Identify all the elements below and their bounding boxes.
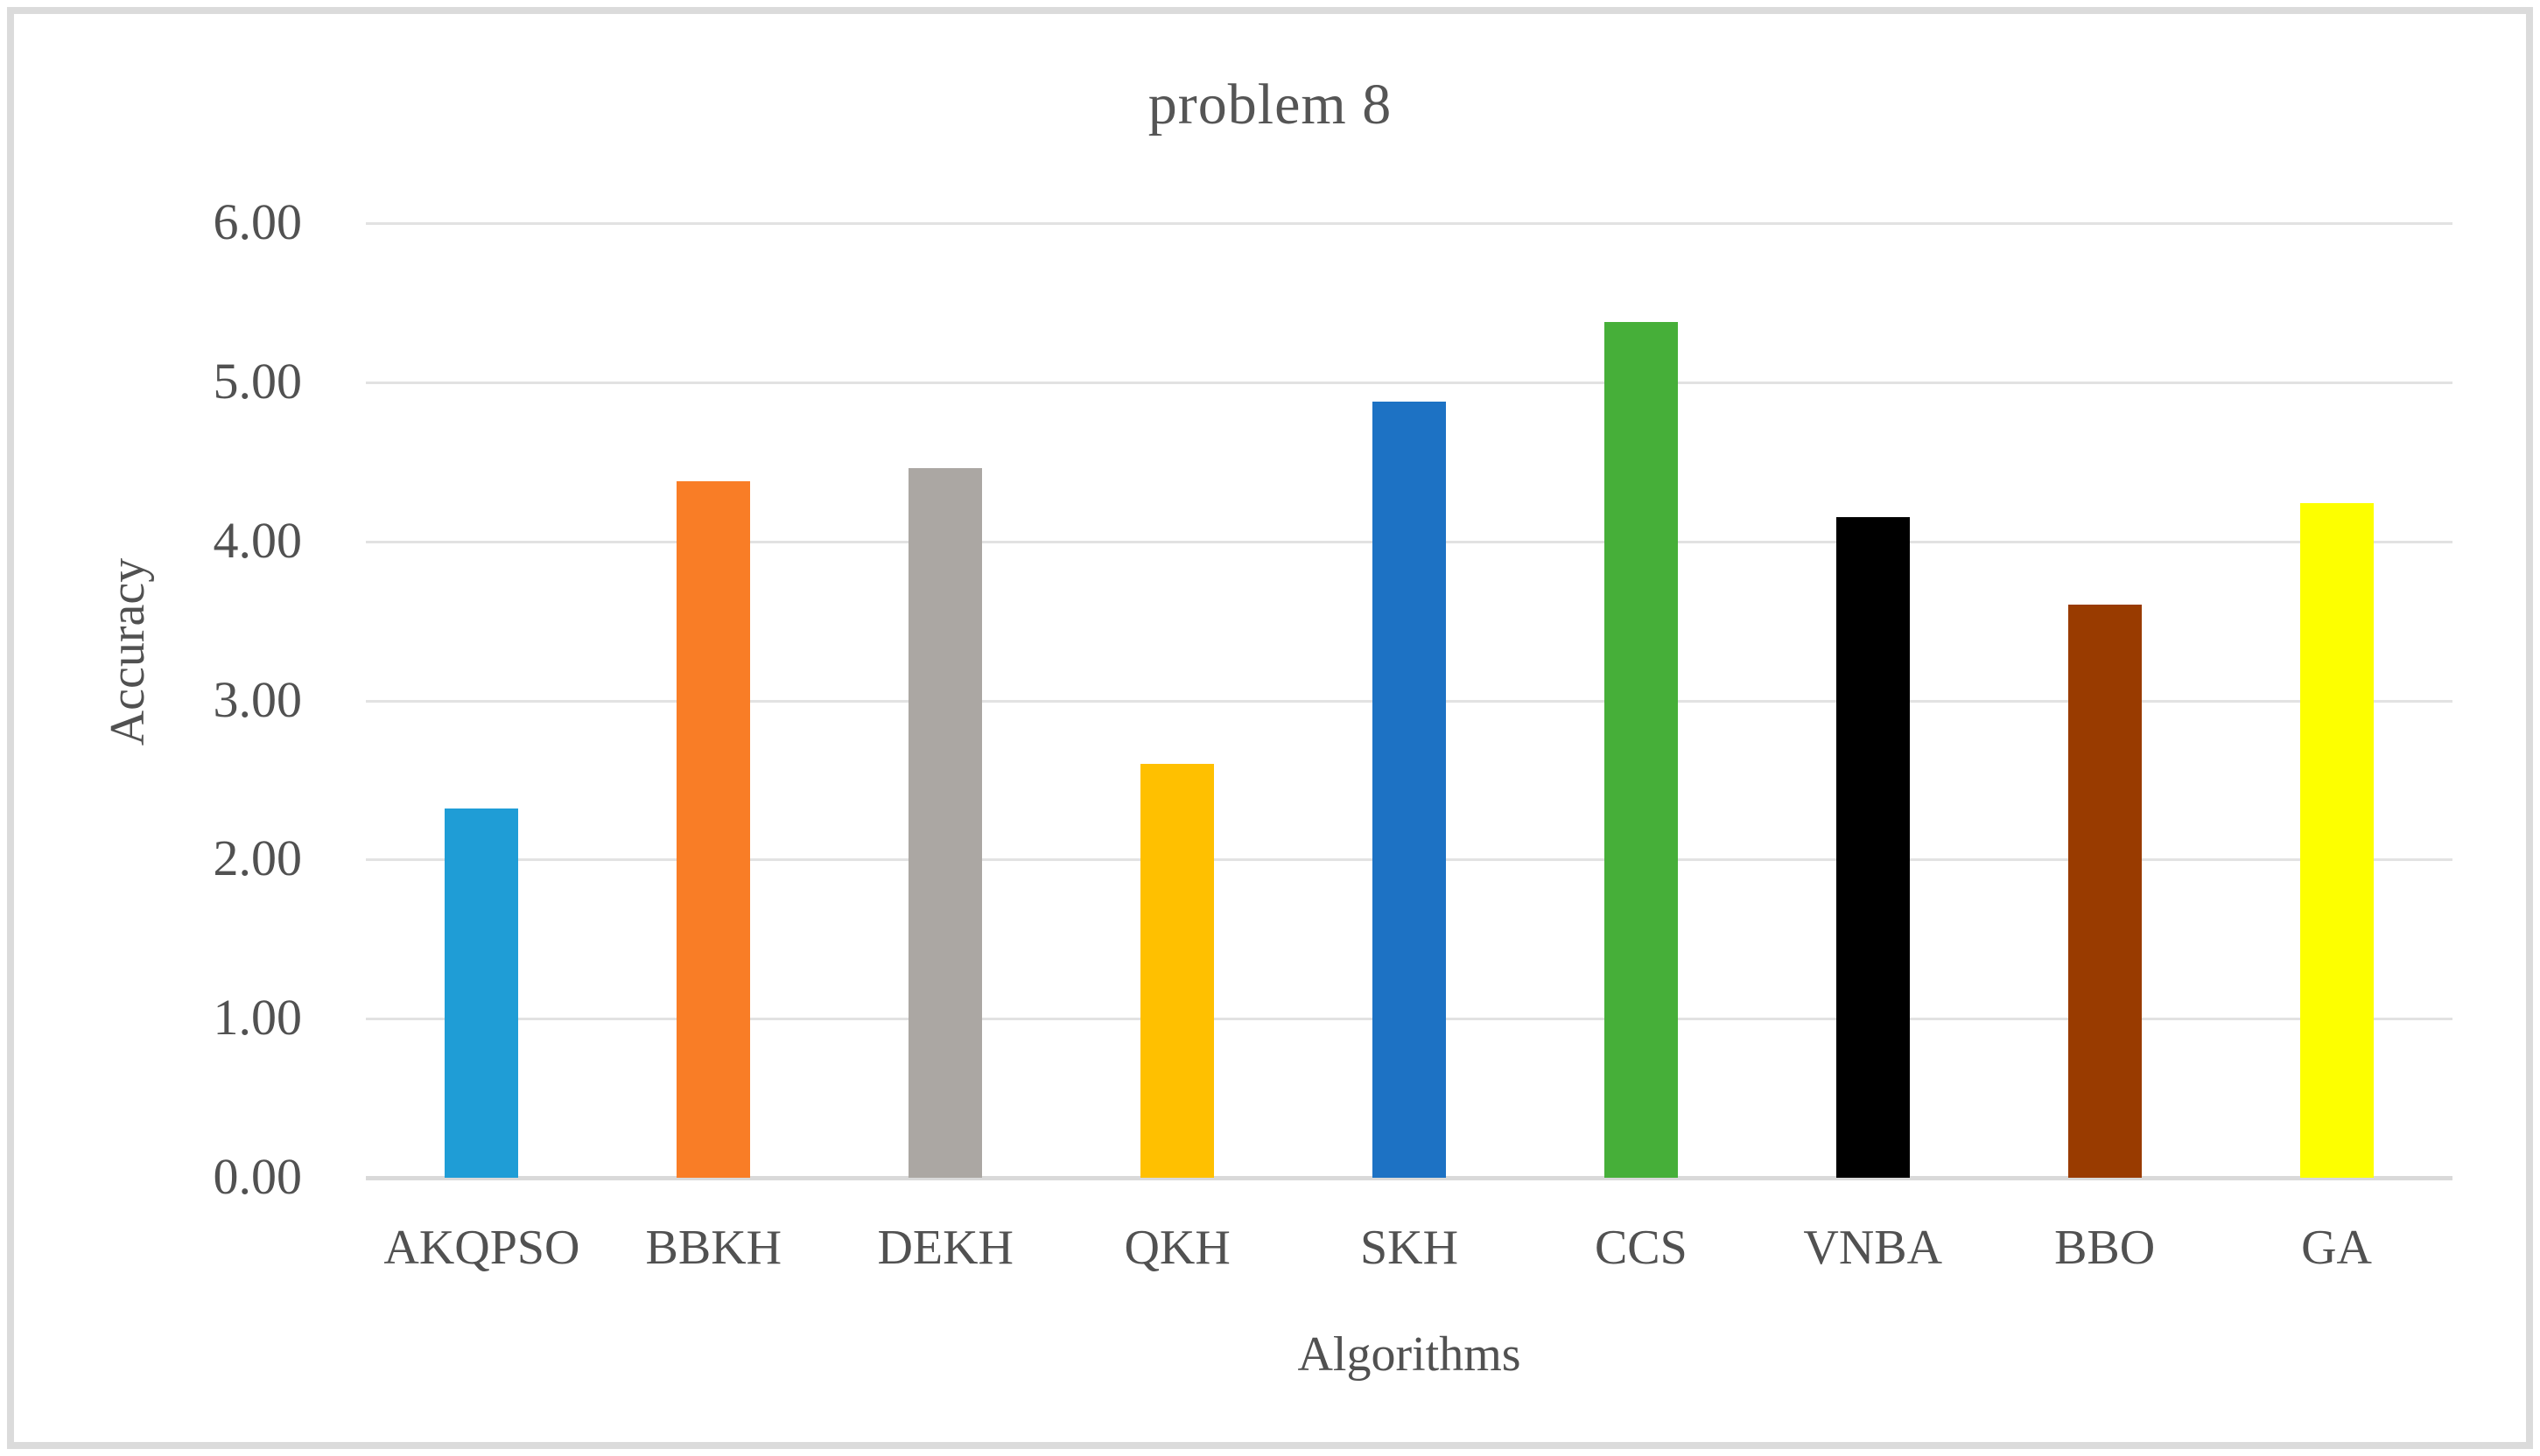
x-tick-label-bbo: BBO [2054,1221,2156,1275]
bar-ga [2299,503,2374,1178]
x-tick-label-skh: SKH [1359,1221,1459,1275]
bar-skh [1372,401,1446,1178]
y-tick-label-6.00: 6.00 [213,193,303,250]
gridline [366,222,2452,225]
bar-bbo [2067,605,2142,1178]
y-tick-label-1.00: 1.00 [213,989,303,1046]
chart-title: problem 8 [1147,73,1393,136]
x-tick-label-bbkh: BBKH [645,1221,782,1275]
y-tick-label-3.00: 3.00 [213,670,303,728]
bar-vnba [1835,517,1910,1178]
bar-akqpso [445,808,519,1178]
x-tick-label-qkh: QKH [1124,1221,1231,1275]
x-tick-label-dekh: DEKH [877,1221,1014,1275]
gridline [366,381,2452,384]
plot-area [366,222,2452,1180]
x-tick-label-ga: GA [2301,1221,2372,1275]
bar-qkh [1140,764,1215,1178]
bar-dekh [909,468,983,1178]
x-axis-line [366,1176,2452,1180]
x-tick-label-ccs: CCS [1594,1221,1687,1275]
x-axis-title: Algorithms [1297,1327,1521,1382]
y-tick-label-0.00: 0.00 [213,1148,303,1205]
bar-ccs [1603,321,1678,1178]
bar-bbkh [677,480,751,1178]
y-tick-label-2.00: 2.00 [213,830,303,887]
y-axis-title: Accuracy [101,557,155,746]
y-tick-label-5.00: 5.00 [213,352,303,410]
y-tick-label-4.00: 4.00 [213,511,303,569]
x-tick-label-akqpso: AKQPSO [383,1221,580,1275]
x-tick-label-vnba: VNBA [1803,1221,1943,1275]
